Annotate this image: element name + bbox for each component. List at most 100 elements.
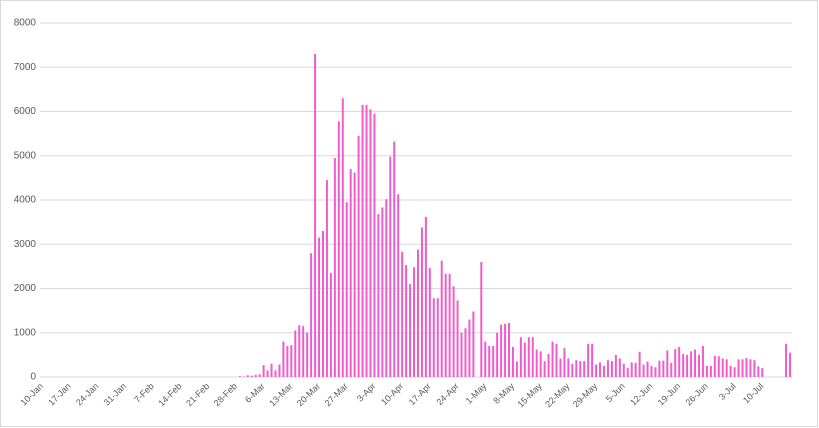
bar: [373, 113, 376, 378]
bar: [634, 362, 637, 377]
bar: [697, 354, 700, 377]
bar: [270, 363, 273, 377]
bar: [238, 376, 241, 377]
bar: [345, 202, 348, 377]
bar: [511, 346, 514, 377]
bar: [385, 199, 388, 377]
bar: [642, 364, 645, 377]
bar: [286, 346, 289, 377]
bar: [480, 261, 483, 377]
bar: [761, 368, 764, 377]
y-tick-label: 5000: [14, 150, 37, 161]
bar: [365, 104, 368, 378]
bar: [729, 365, 732, 377]
bar: [500, 324, 503, 377]
bar: [321, 230, 324, 377]
bar: [694, 349, 697, 377]
y-tick-label: 7000: [14, 62, 37, 73]
bar: [436, 298, 439, 377]
bar: [678, 346, 681, 377]
bar: [622, 363, 625, 377]
bar: [654, 367, 657, 377]
bar: [749, 359, 752, 377]
bar: [413, 267, 416, 377]
bar: [440, 260, 443, 377]
bar: [567, 358, 570, 377]
bar: [361, 104, 364, 378]
bar: [682, 353, 685, 377]
bar: [472, 311, 475, 377]
bar: [306, 332, 309, 377]
bar: [737, 359, 740, 377]
bar: [670, 362, 673, 377]
bar: [266, 370, 269, 377]
bar: [789, 352, 792, 377]
bar: [318, 237, 321, 377]
bar: [709, 365, 712, 377]
bar: [610, 361, 613, 377]
bar: [377, 214, 380, 377]
bar: [603, 365, 605, 377]
bar: [515, 361, 518, 377]
bar: [484, 341, 487, 377]
bar: [401, 251, 404, 377]
bar: [341, 98, 344, 377]
bar: [397, 194, 400, 377]
bar: [314, 53, 317, 377]
bar: [717, 356, 720, 377]
bar: [508, 323, 511, 377]
bar: [547, 353, 550, 377]
bar: [757, 366, 760, 377]
bar: [606, 360, 609, 377]
bar: [725, 359, 728, 377]
bar: [488, 346, 491, 377]
bar: [337, 121, 340, 377]
bar: [282, 341, 285, 377]
bar: [527, 337, 530, 377]
bar: [618, 358, 621, 377]
y-tick-label: 3000: [14, 239, 37, 250]
bar: [278, 364, 281, 377]
bar: [614, 354, 617, 377]
bar: [563, 348, 566, 377]
bar: [686, 354, 689, 377]
bar: [583, 361, 586, 377]
bar: [302, 326, 305, 377]
bar: [555, 343, 558, 377]
bar: [575, 360, 578, 377]
bar: [254, 374, 257, 377]
bar: [393, 141, 396, 377]
bar: [666, 350, 669, 377]
bar: [416, 249, 419, 377]
bar: [246, 375, 249, 377]
bar: [733, 367, 736, 377]
bar: [531, 337, 534, 377]
bar: [496, 332, 499, 377]
bar: [785, 343, 788, 377]
bar: [690, 351, 693, 377]
bar: [559, 358, 562, 377]
bar: [357, 135, 360, 377]
bar: [741, 359, 744, 377]
bar: [638, 351, 641, 377]
bar: [381, 207, 384, 377]
bar: [587, 343, 590, 377]
bar: [325, 180, 328, 377]
bar: [460, 332, 463, 377]
bar: [420, 227, 423, 377]
bar: [599, 362, 602, 377]
bar: [713, 355, 716, 377]
y-tick-label: 8000: [14, 18, 37, 29]
bar: [444, 273, 447, 377]
bar: [409, 284, 412, 377]
bar: [290, 345, 293, 377]
bar: [662, 360, 665, 377]
bar: [329, 273, 332, 377]
bar: [650, 365, 653, 377]
bar: [539, 351, 542, 377]
bar: [456, 300, 459, 377]
bar: [333, 157, 336, 377]
